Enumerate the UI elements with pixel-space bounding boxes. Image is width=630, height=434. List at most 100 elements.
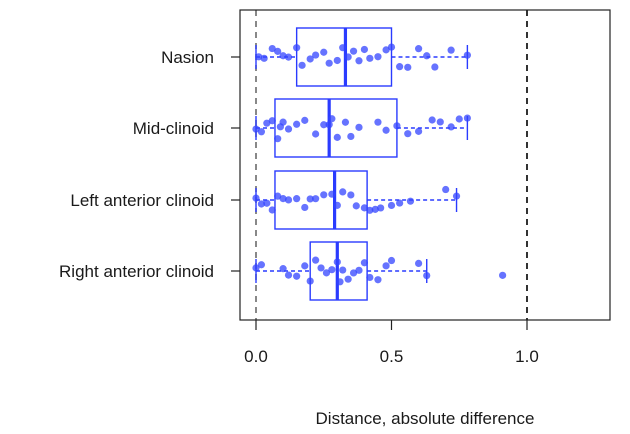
- data-point: [293, 120, 301, 128]
- data-point: [360, 259, 368, 267]
- data-point: [360, 45, 368, 54]
- data-point: [293, 44, 301, 52]
- data-point: [396, 199, 404, 207]
- data-point: [415, 45, 423, 53]
- data-point: [463, 114, 471, 122]
- data-point: [320, 48, 328, 56]
- data-point: [374, 118, 382, 126]
- data-point: [284, 53, 293, 61]
- data-point: [374, 276, 382, 284]
- data-point: [393, 122, 401, 130]
- data-point: [274, 192, 282, 200]
- data-point: [415, 127, 423, 135]
- data-point: [268, 117, 276, 125]
- y-tick-label: Mid-clinoid: [133, 119, 214, 138]
- data-point: [312, 256, 320, 264]
- data-point: [252, 264, 260, 272]
- data-point: [312, 130, 320, 138]
- data-point: [447, 123, 455, 131]
- y-axis-labels: Nasion Mid-clinoid Left anterior clinoid Ri…: [59, 48, 240, 281]
- data-point: [360, 204, 368, 212]
- data-point: [279, 195, 287, 203]
- data-point: [284, 196, 293, 204]
- data-point: [347, 132, 355, 141]
- data-point: [336, 278, 344, 286]
- data-point: [301, 203, 309, 212]
- data-point: [306, 195, 314, 203]
- data-point: [306, 277, 314, 285]
- data-point: [366, 273, 374, 282]
- data-point: [284, 125, 293, 133]
- y-tick-label: Nasion: [161, 48, 214, 67]
- data-point: [328, 266, 336, 274]
- data-point: [344, 275, 352, 283]
- data-point: [320, 121, 328, 129]
- data-point: [347, 191, 355, 199]
- x-tick-label: 0.5: [380, 347, 404, 366]
- data-point: [382, 126, 390, 134]
- data-point: [320, 191, 328, 199]
- data-point: [298, 61, 306, 69]
- data-point: [284, 271, 293, 279]
- data-point: [263, 119, 271, 127]
- x-tick-label: 1.0: [515, 347, 539, 366]
- box-iqr: [274, 98, 398, 158]
- data-point: [341, 118, 350, 126]
- data-point: [349, 269, 358, 277]
- data-point: [455, 115, 463, 123]
- x-tick-label: 0.0: [244, 347, 268, 366]
- data-point: [352, 202, 360, 210]
- data-point: [406, 197, 415, 205]
- data-point: [293, 195, 301, 203]
- data-point: [387, 256, 396, 265]
- data-point: [382, 262, 390, 270]
- data-point: [355, 123, 363, 131]
- data-point: [349, 47, 358, 55]
- data-point: [423, 271, 431, 280]
- data-point: [312, 51, 320, 59]
- data-point: [301, 116, 309, 124]
- data-point: [260, 54, 268, 62]
- data-point: [257, 261, 266, 269]
- data-point: [301, 262, 309, 270]
- data-point: [333, 258, 341, 266]
- data-point: [463, 51, 471, 59]
- data-point: [374, 53, 382, 61]
- data-point: [436, 118, 444, 126]
- data-point: [442, 185, 450, 194]
- data-point: [355, 266, 363, 274]
- data-point: [328, 190, 336, 198]
- data-point: [415, 259, 423, 267]
- x-axis: 0.00.51.01.52.02.5: [244, 320, 539, 366]
- data-point: [447, 46, 455, 54]
- data-point: [396, 63, 404, 71]
- data-point: [306, 55, 314, 63]
- data-point: [339, 188, 347, 196]
- y-tick-label: Right anterior clinoid: [59, 262, 214, 281]
- data-point: [387, 201, 396, 210]
- data-point: [404, 63, 412, 71]
- data-point: [377, 204, 385, 212]
- data-point: [431, 63, 439, 71]
- data-point: [371, 205, 379, 213]
- data-point: [293, 272, 301, 280]
- data-point: [387, 43, 396, 51]
- data-point: [252, 125, 260, 133]
- data-point: [255, 53, 263, 61]
- data-point: [325, 121, 333, 129]
- data-point: [279, 118, 287, 126]
- data-point: [382, 46, 390, 54]
- y-tick-label: Left anterior clinoid: [70, 191, 214, 210]
- data-point: [355, 57, 363, 65]
- box-iqr: [274, 170, 368, 230]
- data-point: [339, 266, 347, 274]
- data-point: [257, 128, 266, 136]
- data-point: [366, 206, 374, 214]
- data-point: [366, 54, 374, 62]
- data-point: [279, 265, 287, 273]
- data-point: [333, 133, 341, 141]
- data-point: [312, 195, 320, 203]
- data-point: [328, 115, 336, 123]
- data-point: [344, 53, 352, 61]
